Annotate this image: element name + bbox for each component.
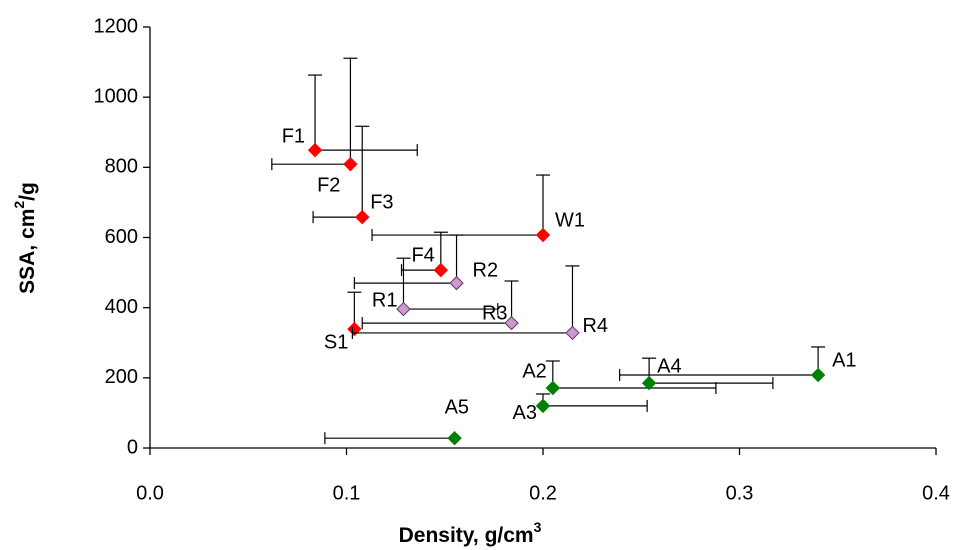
point-label: R2 xyxy=(473,259,499,281)
point xyxy=(641,375,657,391)
point-label: F2 xyxy=(317,174,340,196)
y-axis-title: SSA, cm2/g xyxy=(11,182,39,294)
x-tick-label: 0.1 xyxy=(333,482,361,504)
point-label: A5 xyxy=(445,396,469,418)
point xyxy=(545,380,561,396)
point xyxy=(565,325,580,341)
point-label: R3 xyxy=(482,302,508,324)
y-axis-title-text: SSA, cm xyxy=(16,209,39,294)
point xyxy=(343,156,358,172)
x-tick-label: 0.2 xyxy=(529,482,557,504)
y-tick-label: 1000 xyxy=(94,85,139,107)
x-axis-title-text: Density, g/cm xyxy=(399,524,534,547)
point-label: F3 xyxy=(370,191,393,213)
y-tick-label: 200 xyxy=(105,366,138,388)
point-label: R1 xyxy=(372,289,398,311)
point xyxy=(396,301,411,317)
y-axis-title-sup: 2 xyxy=(11,201,27,209)
point xyxy=(447,430,462,446)
x-tick-label: 0.0 xyxy=(136,482,164,504)
point-label: S1 xyxy=(324,331,348,353)
y-tick-label: 800 xyxy=(105,156,138,178)
point-label: F1 xyxy=(282,125,305,147)
point-label: A1 xyxy=(832,349,856,371)
point xyxy=(347,321,362,337)
point-label: A4 xyxy=(657,355,681,377)
point xyxy=(535,227,551,243)
y-tick-label: 0 xyxy=(127,436,138,458)
point xyxy=(433,262,449,278)
x-axis-title-sup: 3 xyxy=(534,519,542,535)
point xyxy=(810,367,826,383)
y-tick-label: 400 xyxy=(105,296,138,318)
point xyxy=(504,315,519,331)
point-label: R4 xyxy=(582,315,608,337)
y-tick-label: 1200 xyxy=(94,15,139,37)
y-axis-title-text: /g xyxy=(16,182,39,201)
point-label: A2 xyxy=(522,360,546,382)
point xyxy=(355,209,370,225)
point-label: F4 xyxy=(411,244,434,266)
y-tick-label: 600 xyxy=(105,226,138,248)
point xyxy=(307,142,323,158)
x-tick-label: 0.4 xyxy=(922,482,950,504)
x-tick-label: 0.3 xyxy=(726,482,754,504)
point xyxy=(449,275,464,291)
x-axis-title: Density, g/cm3 xyxy=(399,519,542,547)
point-label: W1 xyxy=(555,209,585,231)
point-label: A3 xyxy=(513,402,537,424)
point xyxy=(535,398,551,414)
